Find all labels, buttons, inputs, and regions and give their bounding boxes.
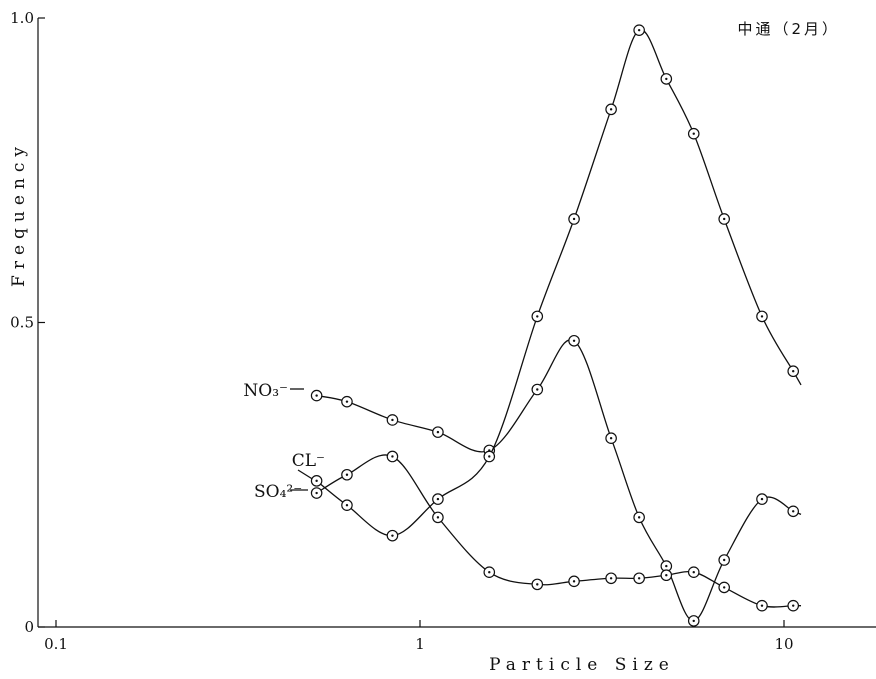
y-tick-label-2: 1.0 — [10, 9, 34, 27]
data-point — [341, 395, 353, 408]
data-point — [386, 414, 399, 426]
data-point — [718, 554, 730, 566]
data-point — [633, 24, 645, 36]
data-point — [310, 475, 323, 487]
data-point — [756, 310, 768, 323]
x-axis-title: Particle Size — [489, 655, 675, 675]
data-point — [718, 213, 730, 225]
data-point — [687, 566, 700, 578]
y-axis-title: Frequency — [9, 141, 29, 287]
data-point — [568, 575, 580, 588]
data-point — [531, 383, 544, 396]
data-point — [386, 450, 399, 463]
data-point — [432, 426, 444, 438]
series-1: CL⁻ — [292, 450, 802, 612]
series-2: SO₄²⁻ — [254, 24, 802, 542]
series-label-1: CL⁻ — [292, 451, 325, 471]
series-0: NO₃⁻ — [243, 334, 802, 627]
x-tick-label-2: 10 — [774, 635, 793, 653]
data-point — [568, 213, 580, 225]
data-point — [432, 493, 444, 505]
x-tick-label-0: 0.1 — [44, 635, 68, 653]
data-point — [341, 468, 353, 481]
data-point — [633, 511, 645, 524]
y-tick-label-1: 0.5 — [10, 314, 34, 332]
data-point — [787, 505, 800, 518]
data-point — [756, 599, 768, 612]
data-point — [718, 581, 730, 594]
data-point — [310, 487, 323, 499]
data-point — [483, 450, 496, 463]
x-tick-label-1: 1 — [415, 635, 425, 653]
series-label-0: NO₃⁻ — [243, 381, 288, 401]
data-point — [687, 127, 700, 140]
data-point — [787, 365, 800, 378]
data-point — [432, 511, 444, 524]
data-point — [660, 569, 673, 582]
data-point — [568, 334, 580, 347]
data-point — [310, 389, 323, 402]
y-tick-label-0: 0 — [24, 618, 34, 636]
panel-label: 中通（2月） — [737, 20, 840, 38]
data-point — [531, 578, 544, 591]
series-label-leader-1 — [297, 469, 315, 481]
ticks: 0 0.5 1.0 0.1 1 10 — [10, 9, 793, 653]
data-point — [756, 493, 768, 505]
series-label-2: SO₄²⁻ — [254, 482, 302, 502]
data-point — [605, 432, 617, 445]
series-group: NO₃⁻ CL⁻ SO₄²⁻ — [243, 24, 802, 627]
data-point — [483, 566, 496, 578]
data-point — [687, 615, 700, 627]
data-point — [605, 103, 617, 116]
data-point — [341, 499, 353, 511]
series-line-0 — [316, 339, 802, 622]
data-point — [531, 310, 544, 323]
data-point — [605, 572, 617, 585]
data-point — [633, 572, 645, 585]
data-point — [660, 73, 673, 85]
axes — [37, 18, 876, 628]
data-point — [386, 529, 399, 542]
data-point — [787, 599, 800, 612]
